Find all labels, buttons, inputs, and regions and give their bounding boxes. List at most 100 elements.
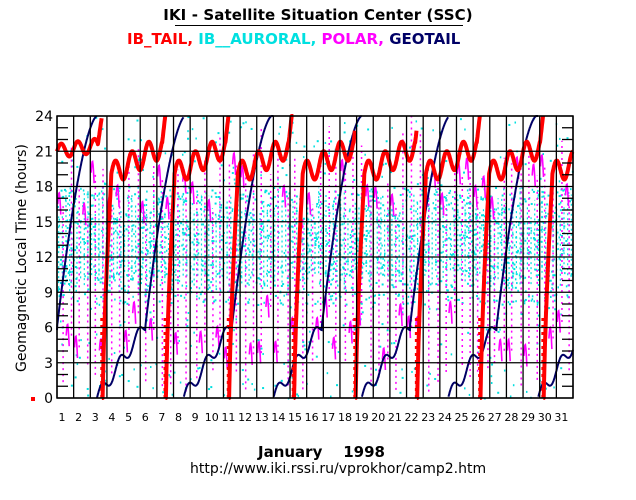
data-point: [465, 202, 468, 205]
data-point: [425, 269, 427, 272]
data-point: [330, 298, 333, 301]
y-tick-label: 0: [44, 391, 53, 407]
data-point: [450, 353, 453, 356]
data-point: [301, 268, 304, 271]
data-point: [260, 347, 263, 350]
data-point: [513, 268, 516, 271]
data-point: [412, 235, 414, 238]
data-point: [159, 284, 162, 287]
data-point: [523, 300, 526, 303]
data-point: [507, 301, 510, 304]
data-point: [399, 391, 402, 394]
data-point: [532, 190, 535, 193]
data-point: [542, 153, 545, 156]
data-point: [367, 206, 370, 209]
data-point: [74, 249, 77, 252]
data-point: [82, 201, 85, 204]
data-point: [268, 257, 270, 260]
data-point: [370, 273, 372, 276]
data-point: [531, 188, 534, 191]
chart-title: IKI - Satellite Situation Center (SSC): [163, 6, 473, 24]
data-point: [420, 127, 423, 130]
data-point: [558, 203, 561, 206]
data-point: [473, 251, 476, 254]
data-point: [204, 205, 207, 208]
data-point: [98, 303, 101, 306]
data-point: [178, 261, 181, 264]
data-point: [504, 208, 507, 211]
data-point: [291, 240, 293, 243]
data-point: [258, 257, 260, 260]
data-point: [446, 295, 449, 298]
data-point: [261, 287, 264, 290]
data-point: [416, 226, 419, 229]
data-point: [158, 201, 161, 204]
data-point: [109, 270, 112, 273]
data-point: [187, 311, 190, 314]
data-point: [396, 269, 399, 272]
data-point: [198, 287, 201, 290]
x-tick-label: 17: [321, 411, 335, 424]
data-point: [141, 250, 143, 253]
data-point: [489, 195, 492, 198]
data-point: [494, 219, 497, 222]
data-point: [464, 212, 467, 215]
data-point: [337, 284, 339, 287]
data-point: [179, 381, 182, 384]
data-segment: [231, 151, 237, 175]
data-point: [247, 236, 250, 239]
data-point: [91, 217, 94, 220]
data-point: [330, 283, 333, 286]
data-point: [254, 198, 257, 201]
data-point: [356, 261, 359, 264]
data-point: [185, 200, 188, 203]
data-point: [448, 237, 451, 240]
data-point: [180, 222, 183, 225]
data-point: [554, 308, 557, 311]
data-point: [353, 178, 356, 181]
data-point: [517, 249, 520, 252]
data-point: [179, 197, 182, 200]
data-point: [87, 193, 89, 196]
data-point: [140, 158, 143, 161]
data-point: [173, 270, 176, 273]
data-point: [212, 263, 214, 266]
data-point: [247, 301, 249, 304]
data-point: [456, 298, 459, 301]
data-segment: [373, 185, 378, 209]
data-point: [217, 132, 220, 135]
data-point: [427, 248, 430, 251]
data-point: [88, 342, 91, 345]
y-axis-label: Geomagnetic Local Time (hours): [14, 144, 30, 372]
data-point: [390, 342, 393, 345]
x-tick-label: 29: [521, 411, 535, 424]
data-point: [150, 284, 153, 287]
data-point: [445, 283, 447, 286]
x-tick-label: 1: [59, 411, 66, 424]
data-point: [497, 330, 500, 333]
data-point: [308, 232, 311, 235]
data-point: [163, 259, 165, 262]
data-point: [67, 202, 69, 205]
data-point: [146, 190, 148, 193]
data-segment: [381, 346, 387, 371]
data-point: [554, 211, 556, 214]
data-point: [303, 145, 306, 148]
data-point: [524, 239, 527, 242]
data-point: [393, 243, 396, 246]
data-point: [342, 239, 344, 242]
source-url[interactable]: http://www.iki.rssi.ru/vprokhor/camp2.ht…: [190, 461, 487, 477]
data-point: [354, 293, 356, 296]
data-point: [62, 294, 64, 297]
data-point: [309, 248, 311, 251]
data-point: [459, 245, 462, 248]
data-point: [138, 195, 140, 198]
data-point: [242, 383, 244, 386]
data-point: [202, 117, 205, 120]
data-point: [168, 374, 171, 377]
data-point: [102, 297, 105, 300]
data-point: [351, 286, 354, 289]
data-line: [100, 115, 168, 400]
data-point: [215, 222, 217, 225]
data-point: [165, 273, 168, 276]
